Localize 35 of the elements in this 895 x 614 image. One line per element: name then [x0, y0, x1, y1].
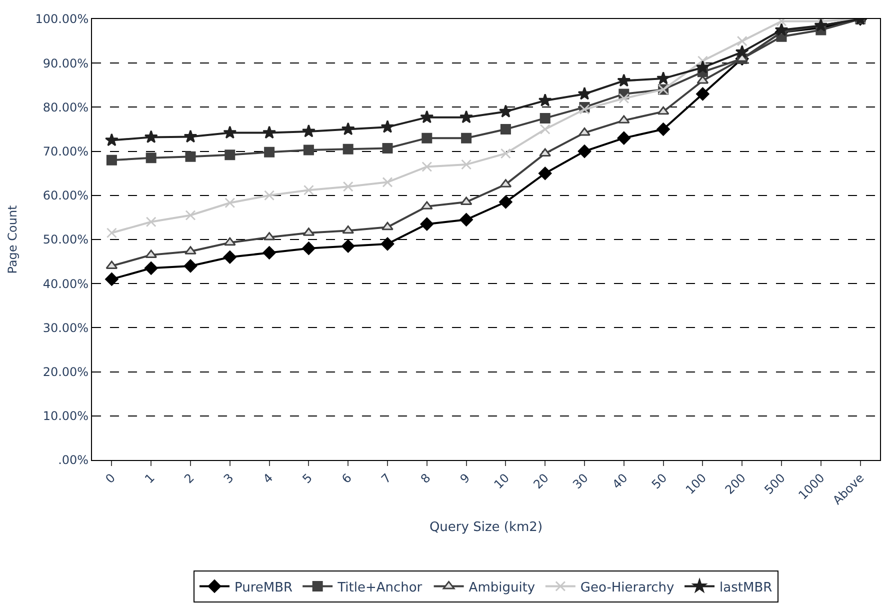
y-tick-label: 90.00%: [42, 56, 89, 70]
x-tick-label: 2: [182, 470, 197, 486]
x-tick-label: 0: [102, 470, 118, 486]
x-axis-title: Query Size (km2): [429, 520, 543, 535]
y-tick-label: 10.00%: [42, 409, 89, 424]
legend-label: PureMBR: [234, 580, 293, 596]
x-tick-label: 10: [491, 470, 512, 492]
x-tick-label: 7: [378, 470, 394, 486]
x-tick-label: 30: [570, 470, 591, 492]
y-tick-label: 40.00%: [42, 276, 89, 291]
y-tick-label: 60.00%: [42, 188, 89, 203]
x-tick-label: 1: [142, 470, 158, 486]
x-tick-label: 6: [339, 470, 354, 486]
x-tick-label: 50: [648, 470, 670, 492]
y-tick-label: 80.00%: [42, 100, 89, 114]
x-tick-label: 20: [530, 470, 552, 492]
y-tick-label: 20.00%: [42, 365, 89, 379]
y-axis-title: Page Count: [6, 204, 20, 274]
x-tick-label: 500: [762, 470, 788, 497]
y-tick-label: 30.00%: [42, 320, 89, 335]
x-tick-label: 4: [260, 470, 276, 486]
x-tick-label: 9: [457, 470, 473, 486]
x-tick-label: 3: [220, 470, 236, 486]
x-tick-label: 40: [610, 470, 630, 492]
legend-label: Title+Anchor: [336, 580, 423, 596]
legend-label: Geo-Hierarchy: [580, 580, 675, 596]
x-tick-label: 100: [682, 470, 710, 497]
legend-label: lastMBR: [720, 580, 772, 596]
legend-label: Ambiguity: [468, 580, 536, 596]
x-tick-label: 5: [300, 470, 316, 486]
y-tick-label: 70.00%: [42, 144, 89, 158]
y-tick-label: 100.00%: [35, 12, 89, 26]
y-tick-label: 50.00%: [42, 232, 89, 247]
y-tick-label: .00%: [58, 453, 89, 468]
x-tick-label: 8: [418, 470, 434, 486]
